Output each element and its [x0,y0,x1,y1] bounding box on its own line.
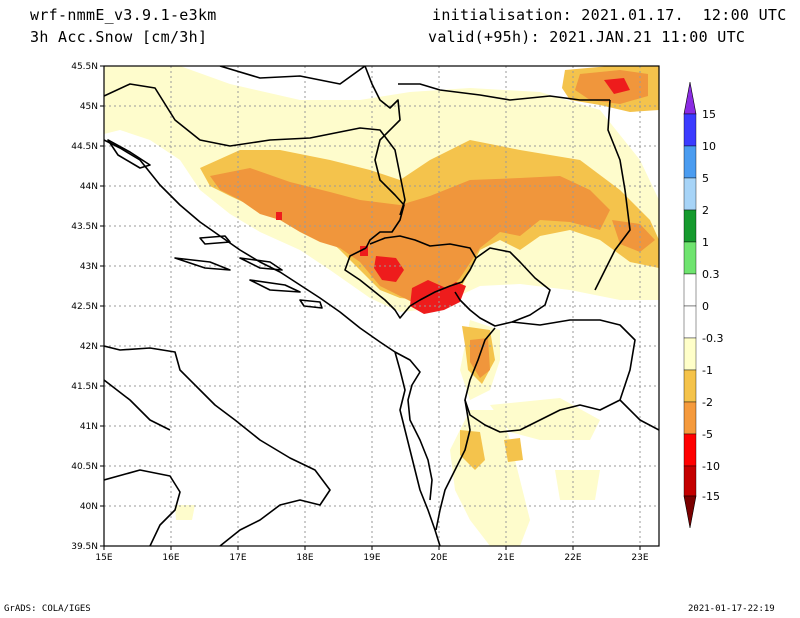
colorbar-label: -0.3 [702,332,723,345]
lon-label: 20E [430,553,447,563]
lon-label: 19E [363,553,380,563]
lon-ticks [103,546,641,550]
lat-label: 40.5N [71,462,98,472]
serbia-bulgaria-border [594,99,631,291]
lon-label: 16E [162,553,179,563]
island-1 [199,235,231,245]
island-2 [174,257,231,271]
lat-label: 44.5N [71,142,98,152]
colorbar-label: -5 [702,428,713,441]
colorbar-top-arrow [683,81,697,115]
colorbar-label: -15 [702,490,720,503]
island-4 [249,279,301,293]
lon-label: 22E [564,553,581,563]
lat-label: 39.5N [71,542,98,552]
model-title: wrf-nmmE_v3.9.1-e3km [30,6,217,24]
lon-label: 21E [497,553,514,563]
init-time: initialisation: 2021.01.17. 12:00 UTC [432,6,787,24]
colorbar [683,81,697,529]
colorbar-label: 0.3 [702,268,720,281]
colorbar-swatch-5 [683,177,697,211]
coastlines-and-borders [104,66,659,546]
lat-label: 43N [80,262,98,272]
footer-timestamp: 2021-01-17-22:19 [688,604,775,614]
lat-label: 42.5N [71,302,98,312]
lon-label: 23E [631,553,648,563]
colorbar-label: 2 [702,204,709,217]
colorbar-swatch-15 [683,113,697,147]
hungary-border [219,66,366,85]
lat-label: 42N [80,342,98,352]
island-3 [239,257,283,271]
colorbar-bottom-arrow [683,495,697,529]
lon-label: 17E [229,553,246,563]
colorbar-swatch-2 [683,209,697,243]
colorbar-label: 0 [702,300,709,313]
colorbar-label: 5 [702,172,709,185]
croatia-bosnia-border [104,83,406,216]
islands-north [107,139,151,169]
colorbar-swatch-1 [683,241,697,275]
snow-field [104,66,659,546]
colorbar-swatch-neg0.3 [683,337,697,371]
albania-coast-south [394,351,433,501]
romania-border [398,83,610,101]
kosovo-border [454,247,551,327]
lat-label: 41N [80,422,98,432]
valid-time: valid(+95h): 2021.JAN.21 11:00 UTC [428,28,746,46]
lat-label: 41.5N [71,382,98,392]
montenegro-border [344,235,477,319]
colorbar-swatch-neg1 [683,369,697,403]
colorbar-label: 15 [702,108,716,121]
island-5 [299,299,323,309]
adriatic-coastline-west [104,345,331,546]
lat-label: 45.5N [71,62,98,72]
lon-label: 15E [95,553,112,563]
colorbar-labels: 15 10 5 2 1 0.3 0 -0.3 -1 -2 -5 -10 -15 [702,108,723,503]
albania-greece-border [435,399,471,531]
lon-labels: 15E 16E 17E 18E 19E 20E 21E 22E 23E [95,553,648,563]
colorbar-swatch-0.3 [683,273,697,307]
colorbar-swatch-0 [683,305,697,339]
field-title: 3h Acc.Snow [cm/3h] [30,28,208,46]
lat-label: 45N [80,102,98,112]
colorbar-swatch-neg2 [683,401,697,435]
colorbar-swatch-10 [683,145,697,179]
lat-label: 43.5N [71,222,98,232]
lon-label: 18E [296,553,313,563]
lat-label: 44N [80,182,98,192]
colorbar-label: 10 [702,140,716,153]
colorbar-swatch-neg10 [683,465,697,497]
colorbar-label: -2 [702,396,713,409]
colorbar-label: -10 [702,460,720,473]
lat-labels: 45.5N 45N 44.5N 44N 43.5N 43N 42.5N 42N … [71,62,98,552]
italy-spur [104,379,171,431]
adriatic-coastline-east [104,139,441,546]
greece-bulgaria-border [619,399,659,431]
lat-ticks [100,65,104,547]
colorbar-label: 1 [702,236,709,249]
colorbar-swatch-neg5 [683,433,697,467]
footer-credit: GrADS: COLA/IGES [4,604,91,614]
italy-heel [104,469,181,546]
colorbar-label: -1 [702,364,713,377]
lat-label: 40N [80,502,98,512]
bosnia-serbia-border [364,66,405,249]
macedonia-border [464,319,636,433]
